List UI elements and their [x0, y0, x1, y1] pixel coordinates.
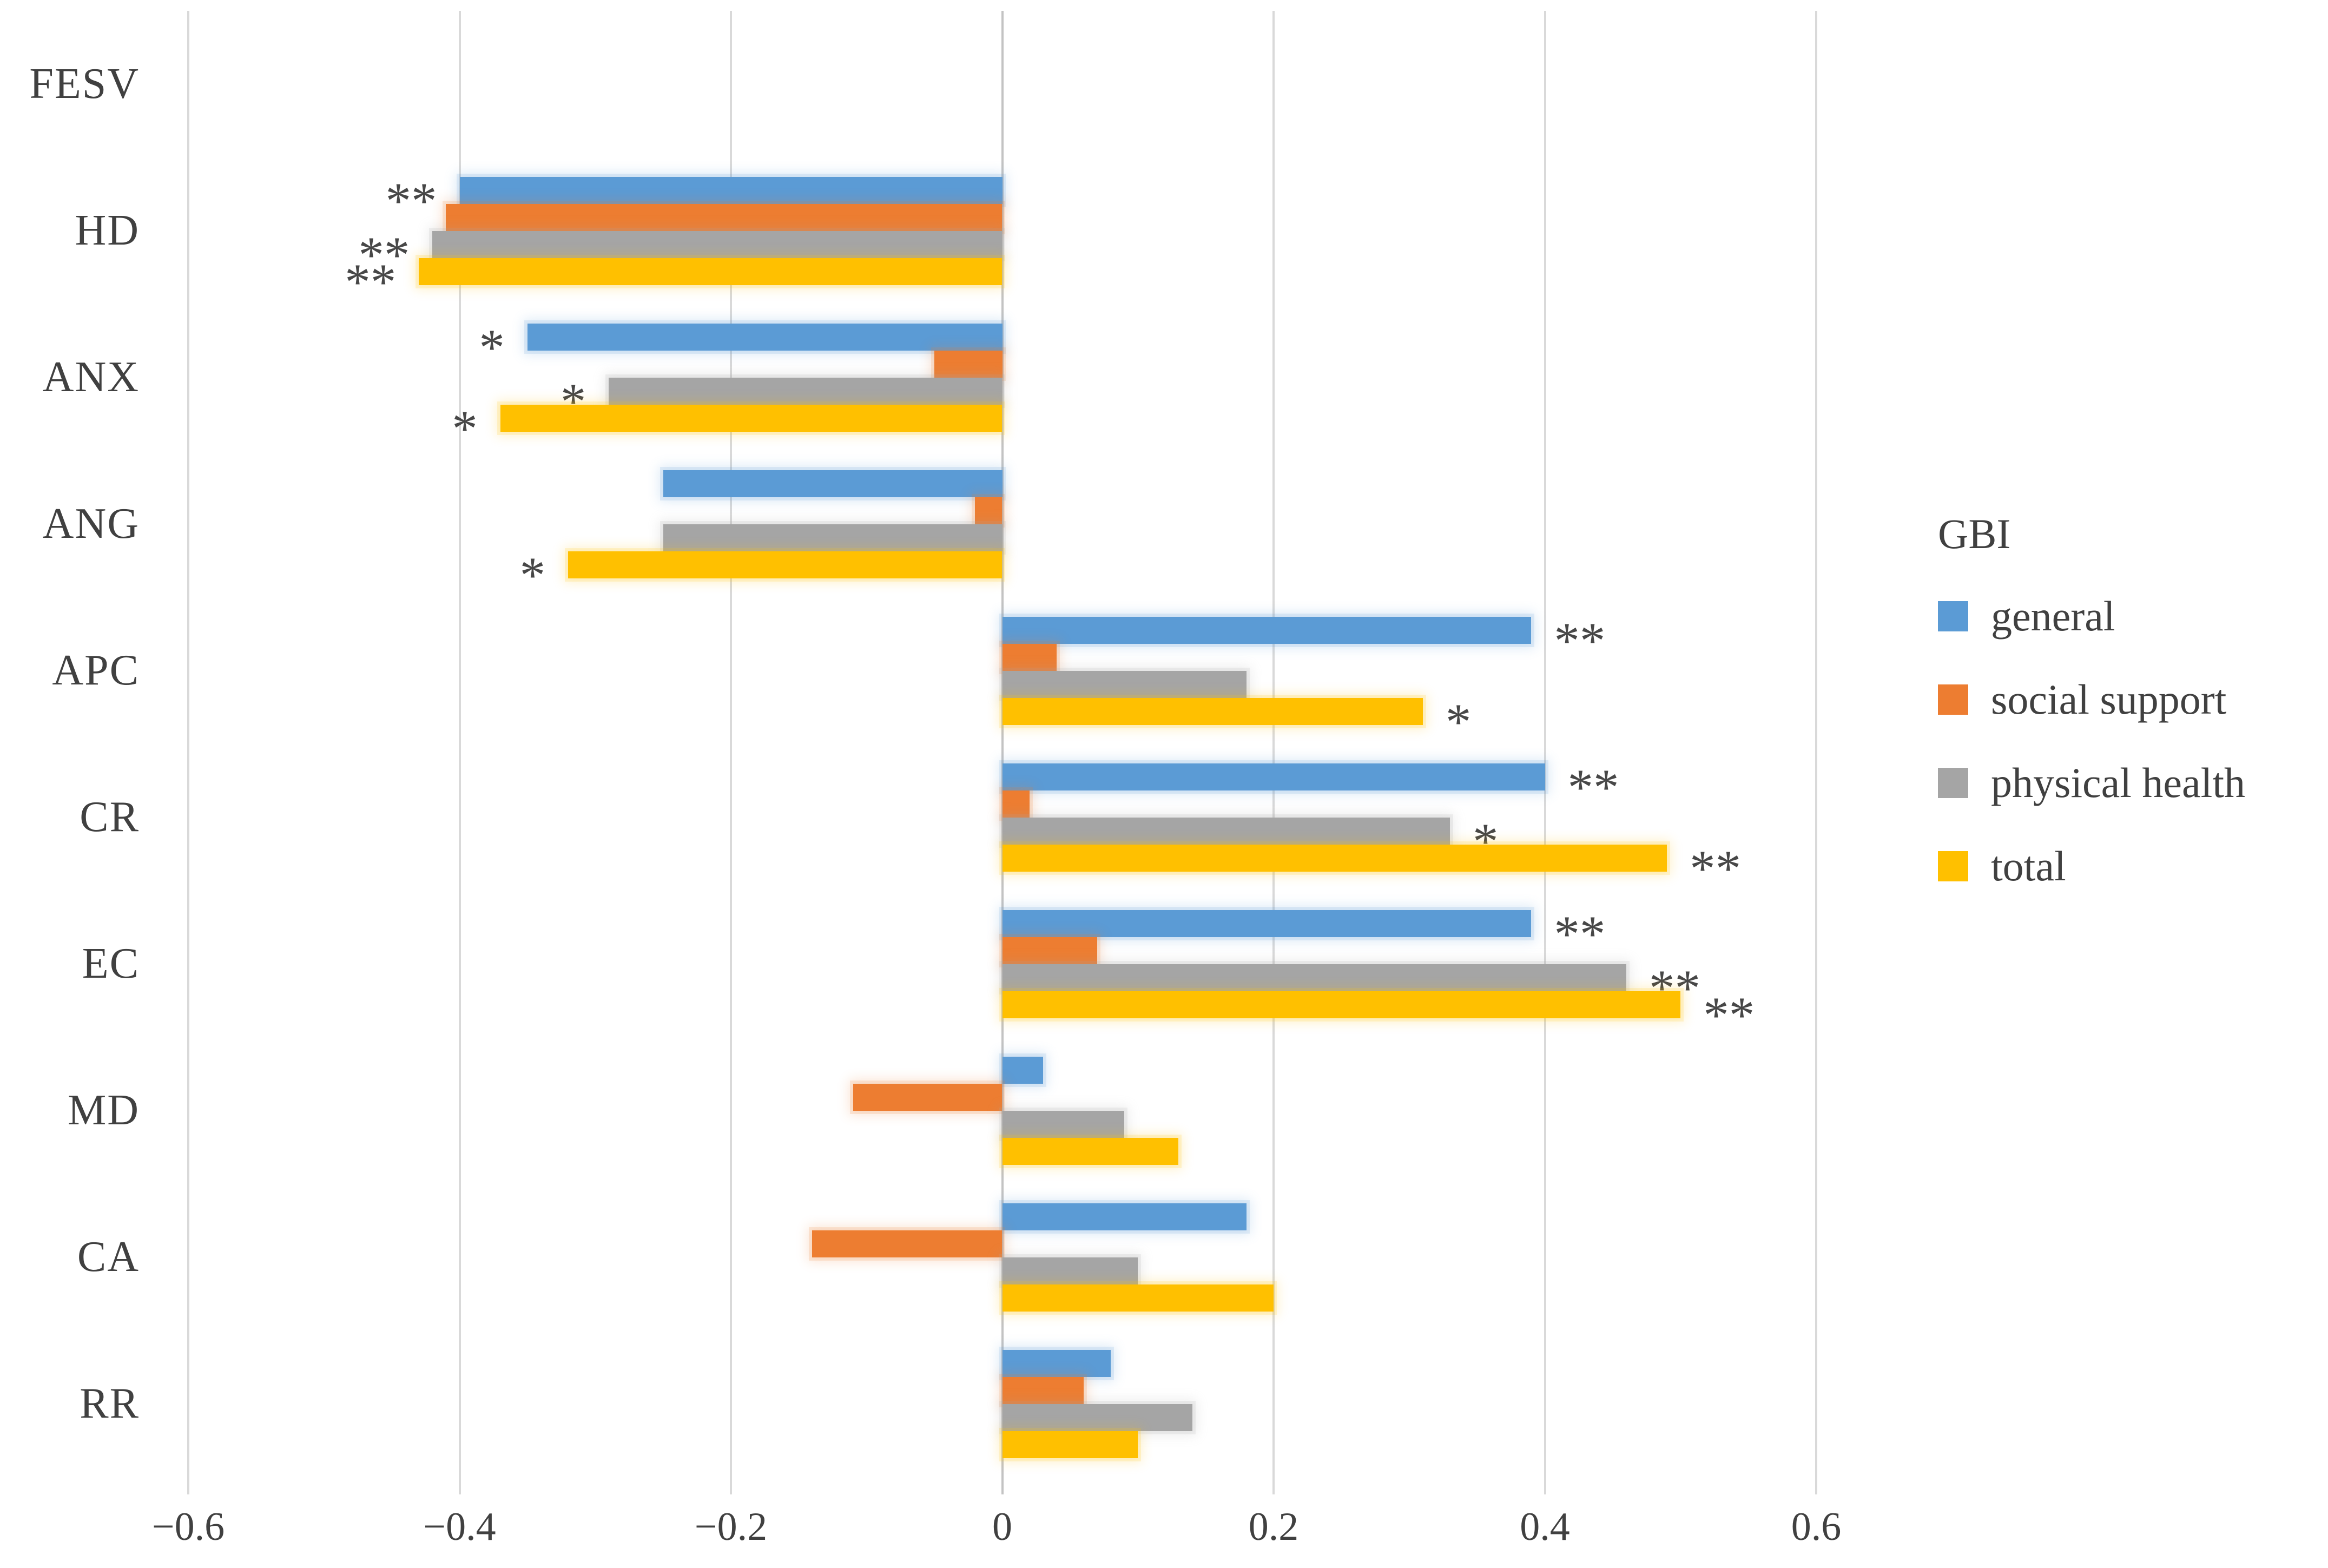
x-tick-label: 0	[992, 1505, 1012, 1549]
gridline-0	[1001, 11, 1004, 1494]
significance-APC-general: **	[1554, 611, 1606, 669]
significance-ANG-total: *	[519, 546, 546, 604]
gridline-−0.2	[730, 11, 732, 1494]
x-tick-label: 0.2	[1248, 1505, 1299, 1549]
category-label-FESV: FESV	[29, 60, 140, 108]
bar-CR-physical-health	[1002, 817, 1450, 845]
bar-RR-total	[1002, 1431, 1138, 1458]
bar-HD-social-support	[446, 203, 1003, 231]
bar-CA-physical-health	[1002, 1257, 1138, 1284]
bar-HD-general	[459, 176, 1003, 204]
bar-RR-physical-health	[1002, 1404, 1192, 1431]
x-tick-label: −0.6	[151, 1505, 225, 1549]
bar-EC-social-support	[1002, 937, 1098, 964]
legend-item-total: total	[1938, 845, 2245, 887]
category-label-APC: APC	[52, 647, 140, 694]
bar-MD-physical-health	[1002, 1110, 1125, 1138]
bar-HD-physical-health	[432, 230, 1003, 258]
significance-ANX-total: *	[452, 399, 478, 457]
category-label-ANX: ANX	[42, 353, 140, 401]
bar-ANG-general	[663, 470, 1003, 497]
gridline-0.6	[1815, 11, 1817, 1494]
legend-swatch-total	[1938, 851, 1968, 881]
legend-items: general social support physical health tota…	[1938, 595, 2245, 887]
legend-swatch-general	[1938, 601, 1968, 631]
legend-label-physical-health: physical health	[1991, 759, 2246, 806]
bar-EC-physical-health	[1002, 964, 1626, 991]
significance-HD-physical-health: **	[358, 226, 410, 284]
bar-CR-social-support	[1002, 790, 1030, 818]
category-label-CR: CR	[80, 793, 140, 841]
legend-title: GBI	[1938, 510, 2011, 557]
gridline-−0.6	[187, 11, 189, 1494]
significance-EC-general: **	[1554, 905, 1606, 963]
bar-MD-total	[1002, 1137, 1179, 1165]
significance-HD-general: **	[385, 172, 437, 229]
bar-ANX-social-support	[934, 350, 1003, 378]
bar-ANG-total	[568, 551, 1003, 578]
bar-RR-general	[1002, 1349, 1111, 1377]
bar-CA-total	[1002, 1284, 1274, 1312]
x-tick-label: −0.4	[423, 1505, 496, 1549]
significance-EC-total: **	[1703, 986, 1755, 1044]
legend-swatch-physical-health	[1938, 768, 1968, 798]
category-label-HD: HD	[75, 207, 140, 254]
significance-CR-general: **	[1567, 758, 1619, 816]
gridline-0.4	[1544, 11, 1546, 1494]
bar-ANX-physical-health	[609, 377, 1003, 405]
x-tick-label: 0.4	[1520, 1505, 1570, 1549]
legend-label-total: total	[1991, 842, 2066, 890]
bar-CR-general	[1002, 763, 1545, 790]
legend-label-social-support: social support	[1991, 676, 2227, 723]
bar-APC-social-support	[1002, 643, 1057, 671]
significance-HD-total: **	[345, 253, 397, 311]
bar-CA-social-support	[812, 1230, 1003, 1257]
legend: GBI general social support physical health…	[1938, 513, 2245, 928]
legend-item-physical-health: physical health	[1938, 762, 2245, 804]
bar-CA-general	[1002, 1203, 1247, 1230]
significance-APC-total: *	[1445, 693, 1472, 750]
bar-RR-social-support	[1002, 1376, 1084, 1404]
bar-ANG-social-support	[975, 497, 1003, 524]
x-tick-label: −0.2	[694, 1505, 768, 1549]
significance-ANX-general: *	[479, 318, 505, 376]
gridline-0.2	[1272, 11, 1275, 1494]
legend-item-general: general	[1938, 595, 2245, 637]
bar-EC-general	[1002, 910, 1532, 937]
legend-swatch-social-support	[1938, 684, 1968, 715]
legend-label-general: general	[1991, 592, 2115, 640]
significance-CR-total: **	[1690, 839, 1742, 897]
bar-MD-social-support	[853, 1083, 1003, 1111]
bar-APC-physical-health	[1002, 670, 1247, 698]
gridline-−0.4	[458, 11, 461, 1494]
category-label-CA: CA	[77, 1233, 140, 1281]
x-tick-label: 0.6	[1791, 1505, 1842, 1549]
bar-APC-general	[1002, 616, 1532, 644]
category-label-MD: MD	[68, 1086, 140, 1134]
bar-EC-total	[1002, 991, 1681, 1018]
category-label-ANG: ANG	[42, 500, 140, 548]
legend-item-social-support: social support	[1938, 678, 2245, 721]
category-label-RR: RR	[80, 1380, 140, 1427]
bar-CR-total	[1002, 844, 1667, 872]
bar-ANX-general	[527, 323, 1003, 351]
bar-HD-total	[419, 258, 1003, 285]
bar-ANG-physical-health	[663, 524, 1003, 551]
bar-ANX-total	[500, 404, 1003, 432]
bar-MD-general	[1002, 1056, 1043, 1084]
bar-APC-total	[1002, 697, 1423, 725]
category-label-EC: EC	[82, 940, 140, 987]
